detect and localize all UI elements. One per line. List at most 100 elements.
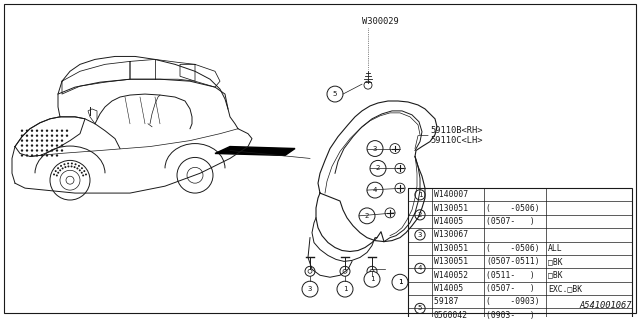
Circle shape: [41, 134, 44, 137]
Text: 5: 5: [418, 305, 422, 311]
Circle shape: [46, 134, 48, 137]
Circle shape: [31, 149, 33, 152]
Circle shape: [302, 281, 318, 297]
Circle shape: [61, 144, 63, 147]
Circle shape: [61, 140, 63, 142]
Circle shape: [51, 130, 53, 132]
Circle shape: [74, 166, 76, 168]
Text: 1: 1: [370, 276, 374, 282]
Circle shape: [46, 144, 48, 147]
Text: ALL: ALL: [548, 244, 563, 253]
Polygon shape: [215, 147, 295, 156]
Circle shape: [59, 169, 61, 171]
Circle shape: [67, 163, 69, 164]
Text: 1: 1: [418, 192, 422, 198]
Text: W14005: W14005: [434, 217, 468, 226]
Circle shape: [54, 170, 57, 172]
Circle shape: [41, 144, 44, 147]
Circle shape: [31, 134, 33, 137]
Text: W130067: W130067: [434, 230, 468, 239]
Text: 4: 4: [372, 187, 377, 193]
Circle shape: [20, 140, 23, 142]
Circle shape: [41, 140, 44, 142]
Text: (0507-   ): (0507- ): [486, 217, 535, 226]
Text: 59110B<RH>: 59110B<RH>: [430, 126, 483, 135]
Circle shape: [61, 130, 63, 132]
Text: (0903-   ): (0903- ): [486, 311, 535, 320]
Text: □BK: □BK: [548, 257, 563, 266]
Circle shape: [51, 134, 53, 137]
Circle shape: [41, 130, 44, 132]
Text: 3: 3: [418, 232, 422, 238]
Text: W14005: W14005: [434, 284, 468, 293]
Circle shape: [51, 154, 53, 157]
Circle shape: [36, 149, 38, 152]
Circle shape: [20, 134, 23, 137]
Circle shape: [57, 167, 59, 169]
Circle shape: [26, 134, 28, 137]
Text: 2: 2: [376, 165, 380, 171]
Circle shape: [71, 163, 73, 164]
Circle shape: [61, 167, 63, 169]
Circle shape: [46, 130, 48, 132]
Circle shape: [337, 281, 353, 297]
Circle shape: [36, 144, 38, 147]
Circle shape: [56, 134, 58, 137]
Circle shape: [36, 134, 38, 137]
Circle shape: [20, 144, 23, 147]
Text: 59110C<LH>: 59110C<LH>: [430, 136, 483, 145]
Circle shape: [56, 174, 58, 176]
Circle shape: [41, 149, 44, 152]
Circle shape: [31, 144, 33, 147]
Text: 1: 1: [397, 279, 403, 285]
Circle shape: [31, 140, 33, 142]
Text: 0560042: 0560042: [434, 311, 468, 320]
Text: A541001067: A541001067: [579, 301, 632, 310]
Circle shape: [78, 165, 80, 167]
Text: 2: 2: [418, 212, 422, 218]
Circle shape: [57, 172, 60, 174]
Circle shape: [370, 160, 386, 176]
Circle shape: [51, 140, 53, 142]
Text: (    -0506): ( -0506): [486, 204, 540, 213]
Circle shape: [51, 144, 53, 147]
Circle shape: [66, 134, 68, 137]
Text: W130051: W130051: [434, 257, 468, 266]
Text: 2: 2: [365, 213, 369, 219]
Circle shape: [79, 169, 81, 171]
Circle shape: [367, 182, 383, 198]
Text: (0507-0511): (0507-0511): [486, 257, 540, 266]
Circle shape: [56, 130, 58, 132]
Circle shape: [46, 149, 48, 152]
Circle shape: [26, 149, 28, 152]
Text: 1: 1: [343, 286, 348, 292]
Text: 3: 3: [372, 146, 377, 152]
Text: 1: 1: [397, 279, 403, 285]
Circle shape: [56, 154, 58, 157]
Circle shape: [65, 166, 67, 168]
Circle shape: [82, 174, 84, 176]
Circle shape: [359, 208, 375, 224]
Text: 3: 3: [308, 286, 312, 292]
Circle shape: [81, 167, 83, 169]
Circle shape: [26, 154, 28, 157]
Circle shape: [61, 134, 63, 137]
Circle shape: [46, 154, 48, 157]
Text: W140052: W140052: [434, 270, 468, 279]
Text: W130051: W130051: [434, 244, 468, 253]
Bar: [408, 188, 632, 320]
Circle shape: [75, 163, 77, 165]
Circle shape: [41, 154, 44, 157]
Circle shape: [26, 144, 28, 147]
Text: W140007: W140007: [434, 190, 468, 199]
Circle shape: [56, 149, 58, 152]
Text: W300029: W300029: [362, 17, 399, 26]
Circle shape: [66, 130, 68, 132]
Circle shape: [367, 140, 383, 156]
Circle shape: [20, 154, 23, 157]
Circle shape: [31, 154, 33, 157]
Circle shape: [392, 274, 408, 290]
Circle shape: [36, 130, 38, 132]
Circle shape: [56, 140, 58, 142]
Circle shape: [20, 149, 23, 152]
